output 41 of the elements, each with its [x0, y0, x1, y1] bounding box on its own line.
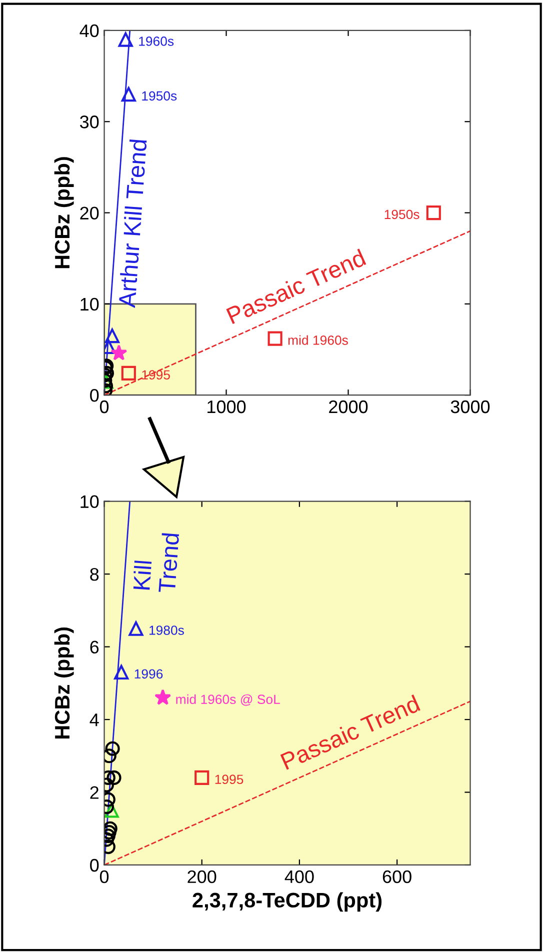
point	[104, 824, 116, 840]
annotation: 1950s	[384, 210, 420, 220]
point	[154, 689, 172, 705]
point	[104, 748, 116, 764]
y-tick-label: 4	[90, 714, 99, 726]
y-tick-label: 0	[90, 389, 99, 402]
point	[104, 803, 119, 818]
point	[114, 664, 129, 680]
annotation: Arthur Kill Trend	[118, 139, 147, 308]
y-tick-label: 40	[80, 24, 99, 38]
x-tick-label: 3000	[450, 400, 490, 414]
y-tick-label: 10	[80, 495, 99, 508]
annotation: 1995	[215, 774, 244, 784]
x-axis-title: 2,3,7,8-TeCDD (ppt)	[192, 892, 382, 912]
annotation: 1960s	[139, 36, 174, 46]
y-tick-label: 10	[80, 298, 99, 311]
point	[194, 770, 210, 786]
y-tick-label: 30	[80, 116, 99, 128]
annotation: 1980s	[149, 626, 184, 635]
annotation: Kill Trend	[132, 533, 180, 593]
y-axis-title: HCBz (ppb)	[54, 157, 74, 268]
x-tick-label: 1000	[208, 400, 246, 414]
annotation: 1996	[134, 669, 163, 679]
x-tick-label: 0	[100, 870, 109, 884]
x-tick-label: 2000	[329, 400, 368, 414]
point	[128, 621, 144, 636]
y-tick-label: 20	[80, 206, 99, 220]
y-tick-label: 0	[90, 858, 99, 872]
x-tick-label: 400	[284, 870, 314, 884]
annotation: mid 1960s	[288, 335, 348, 345]
point	[268, 331, 282, 346]
annotation: mid 1960s @ SoL	[176, 694, 280, 706]
y-tick-label: 2	[90, 786, 98, 799]
x-tick-label: 200	[188, 870, 216, 884]
y-tick-label: 8	[90, 568, 99, 581]
x-tick-label: 0	[100, 400, 109, 414]
y-tick-label: 6	[90, 640, 99, 654]
point	[426, 205, 441, 220]
y-axis-title: HCBz (ppb)	[54, 627, 74, 738]
annotation: 1950s	[142, 91, 177, 101]
x-tick-label: 600	[382, 870, 412, 884]
